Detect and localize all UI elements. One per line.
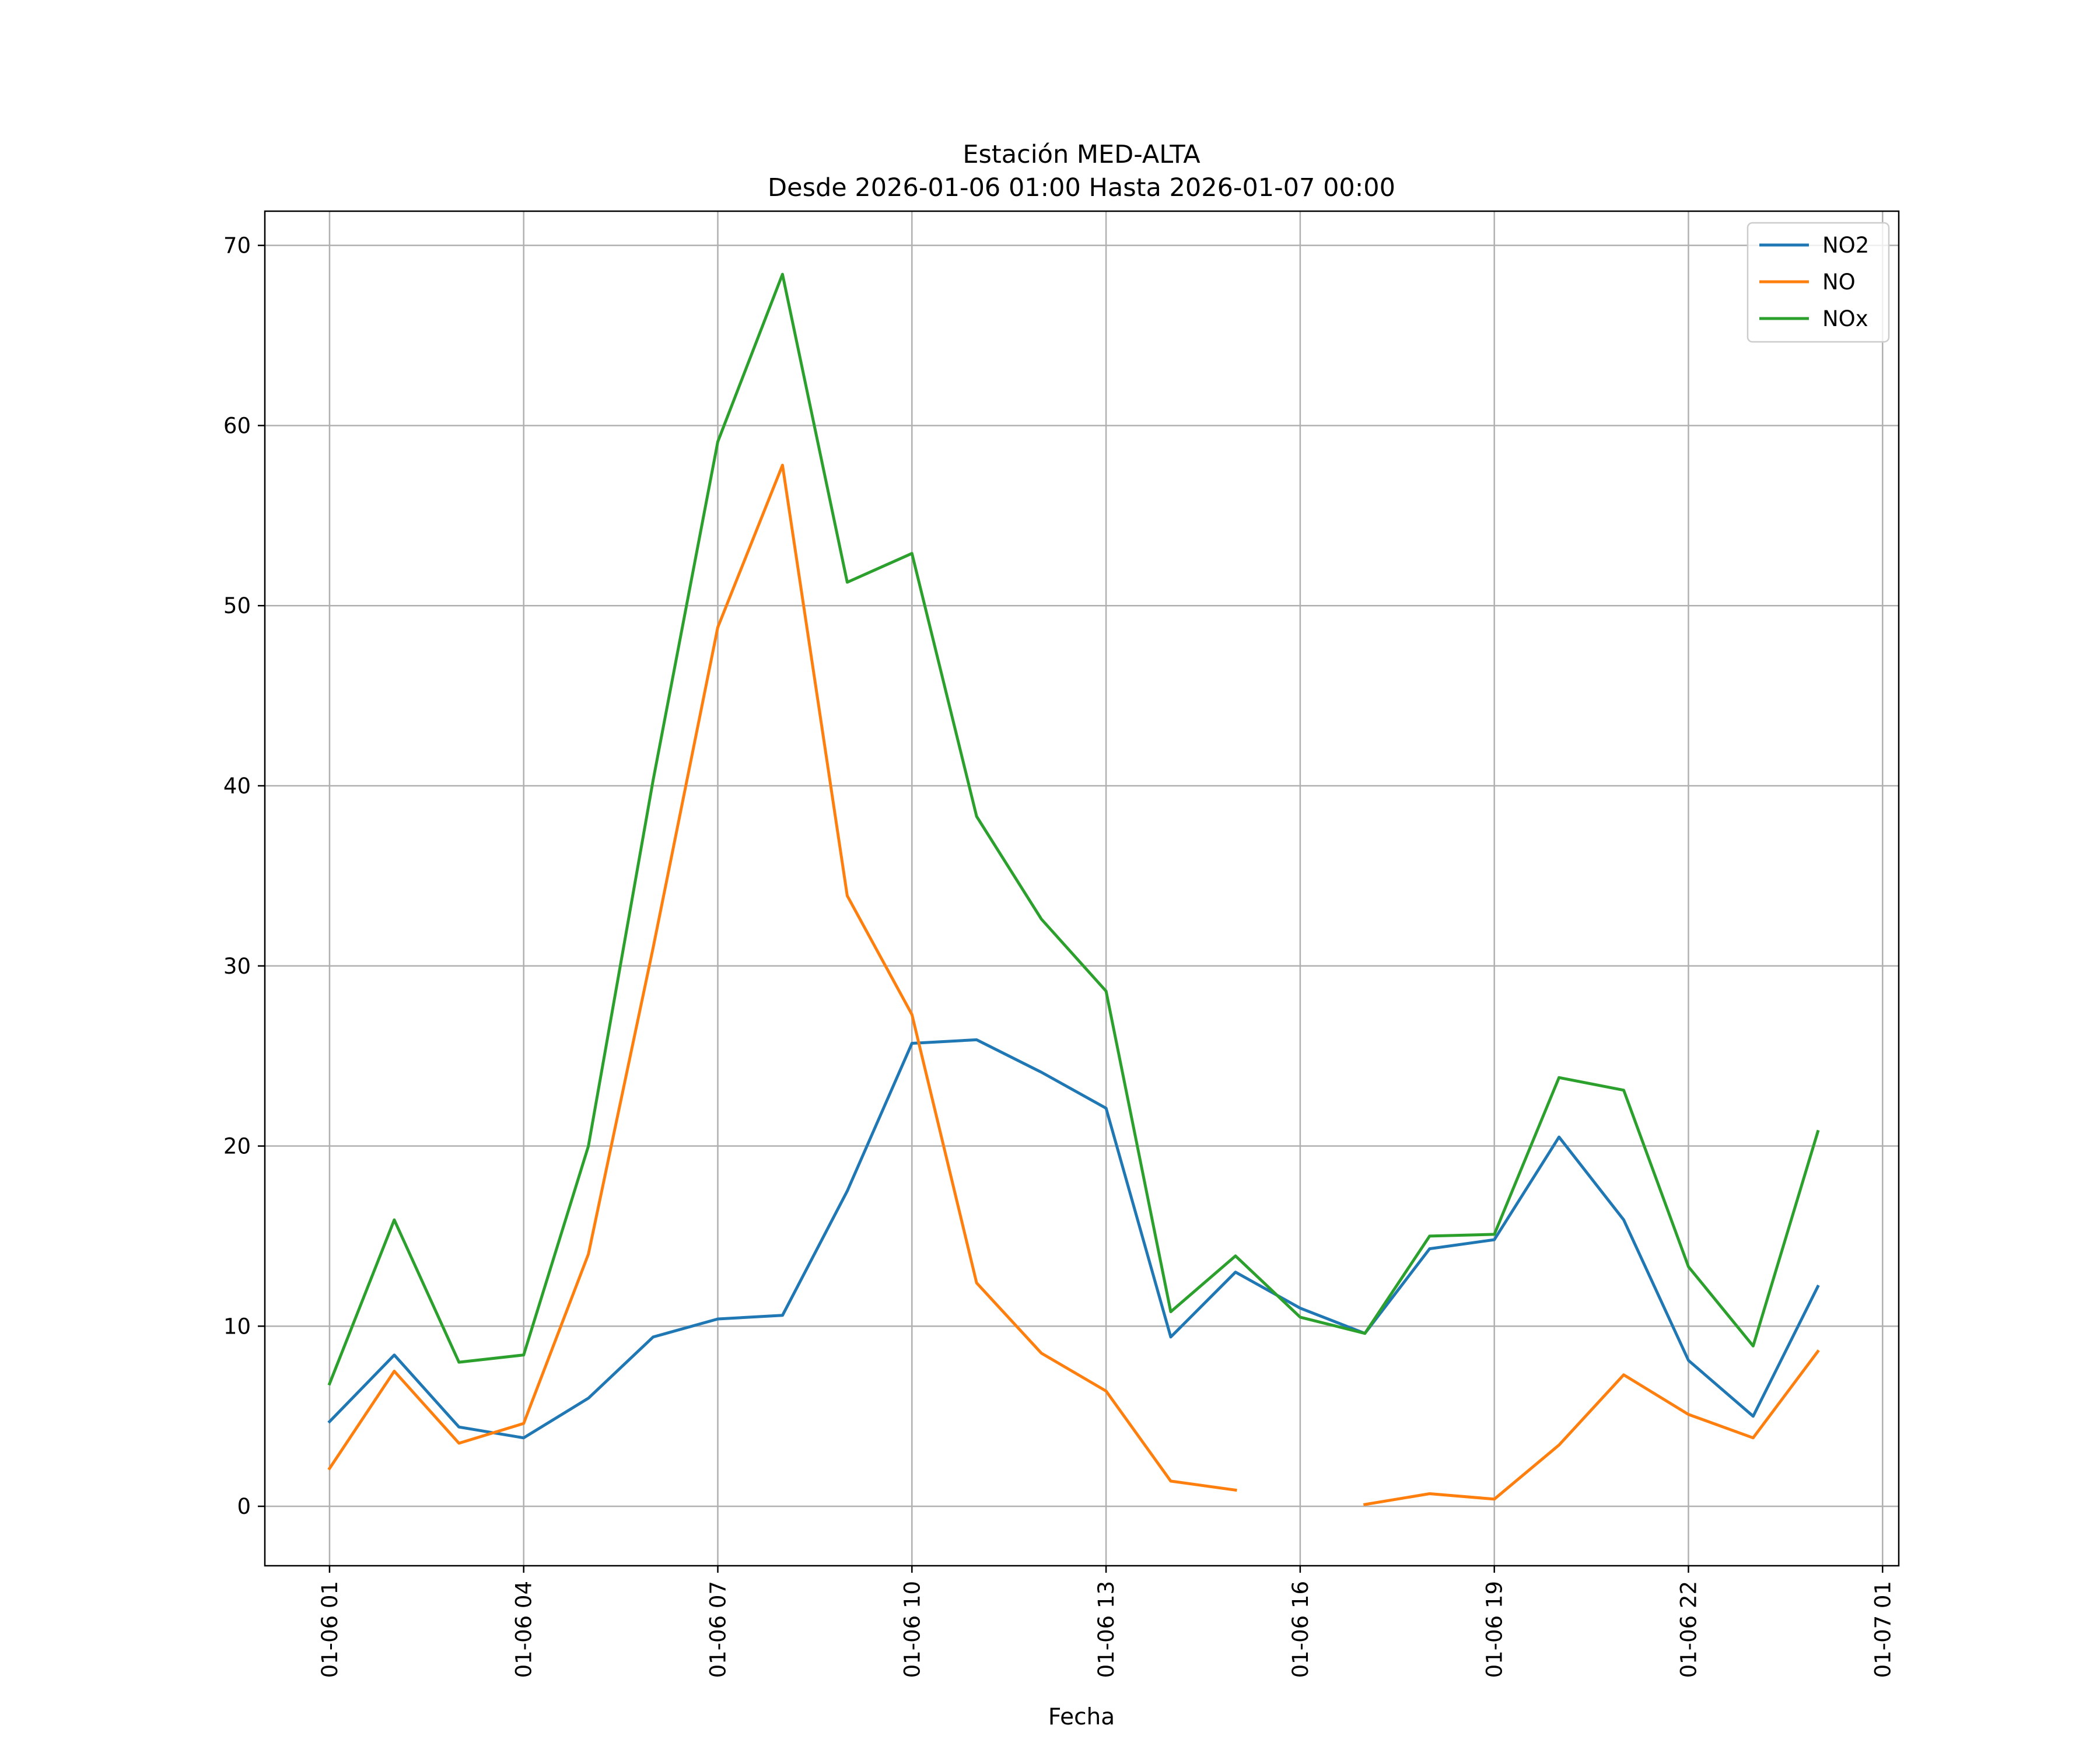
axis-ticks: 0 10 20 30 40 50 60 70 01-06 01 01-06 04 01-06 07 0…: [223, 233, 1895, 1678]
x-tick-label: 01-06 01: [317, 1581, 342, 1678]
y-tick-label: 0: [237, 1494, 251, 1519]
legend-box: [1746, 222, 1890, 343]
legend-label-no: NO: [1822, 270, 1856, 295]
series-line-nox: [327, 272, 1820, 1386]
y-tick-label: 10: [223, 1314, 251, 1339]
chart-title: Estación MED-ALTA: [963, 140, 1200, 169]
y-tick-label: 40: [223, 774, 251, 799]
x-tick-label: 01-06 10: [900, 1581, 925, 1678]
y-tick-label: 50: [223, 593, 251, 618]
plot-area-frame: [264, 210, 1900, 1567]
x-tick-label: 01-06 07: [706, 1581, 731, 1678]
x-tick-label: 01-06 22: [1676, 1581, 1701, 1678]
y-tick-label: 60: [223, 413, 251, 438]
series-line-no2: [327, 1038, 1820, 1440]
grid: [265, 211, 1899, 1566]
legend-label-nox: NOx: [1822, 306, 1868, 331]
series-lines: [327, 272, 1820, 1506]
x-axis-label: Fecha: [1048, 1704, 1115, 1730]
x-tick-label: 01-06 13: [1094, 1581, 1119, 1678]
chart-subtitle: Desde 2026-01-06 01:00 Hasta 2026-01-07 …: [768, 173, 1395, 202]
series-line-no: [327, 463, 1820, 1506]
y-tick-label: 30: [223, 954, 251, 979]
legend-label-no2: NO2: [1822, 233, 1869, 258]
x-tick-label: 01-06 16: [1288, 1581, 1313, 1678]
x-tick-label: 01-06 04: [512, 1581, 537, 1678]
x-tick-label: 01-06 19: [1482, 1581, 1507, 1678]
y-tick-label: 20: [223, 1134, 251, 1159]
legend: NO2 NO NOx: [1746, 222, 1890, 343]
x-tick-label: 01-07 01: [1870, 1581, 1895, 1678]
y-tick-label: 70: [223, 233, 251, 258]
